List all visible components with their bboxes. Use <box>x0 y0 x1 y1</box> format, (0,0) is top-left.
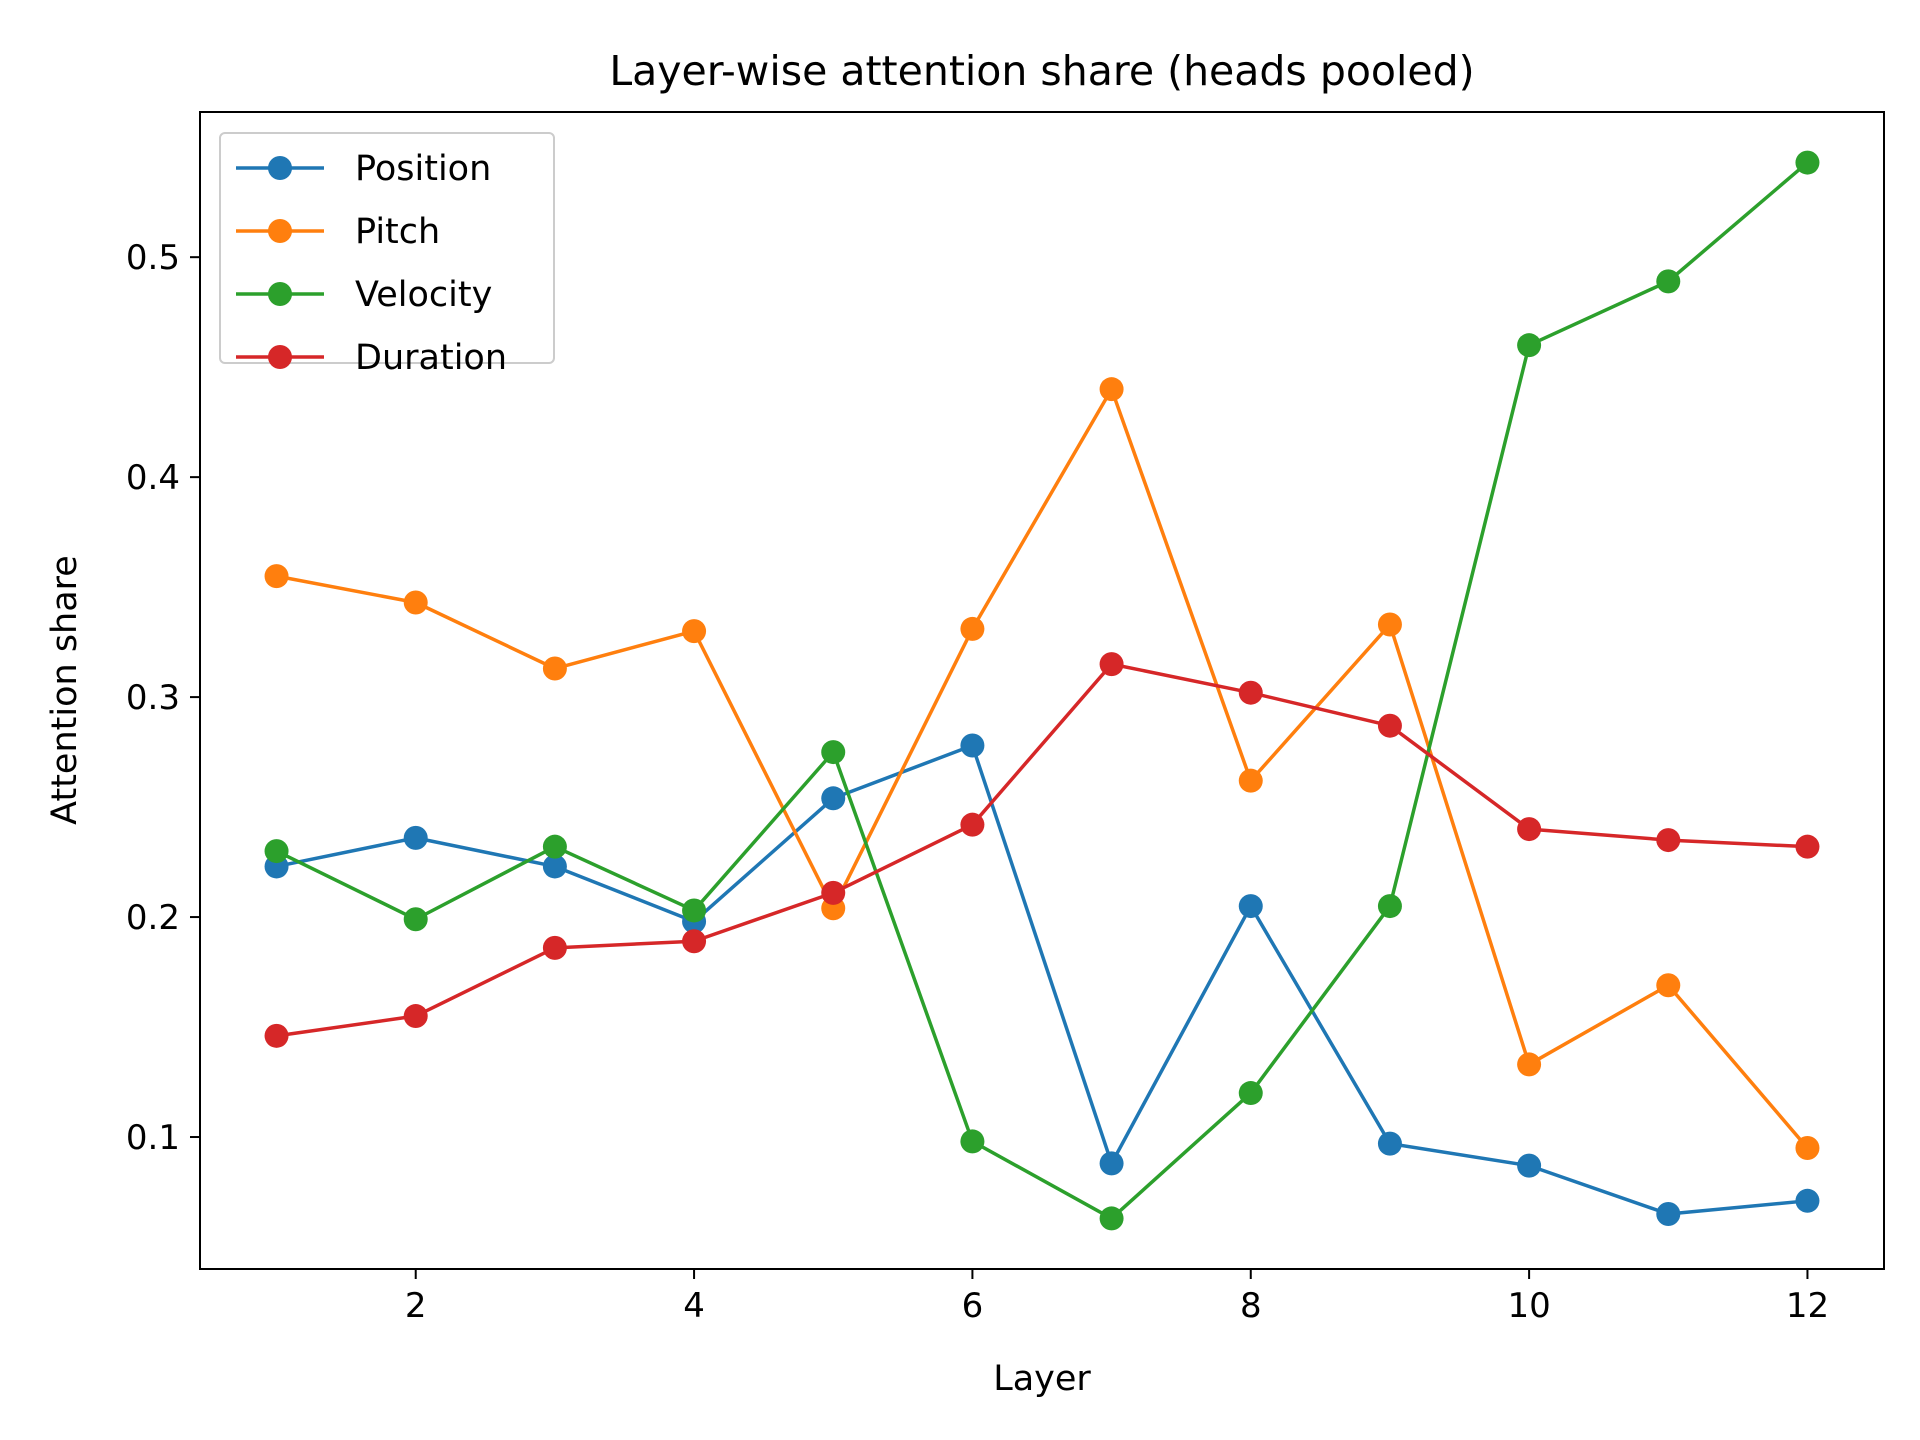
data-point-duration <box>1656 828 1681 853</box>
data-point-position <box>1656 1202 1681 1227</box>
legend-marker-pitch <box>268 219 292 243</box>
series-duration <box>264 652 1820 1048</box>
data-point-position <box>960 733 985 758</box>
y-tick-label: 0.2 <box>126 898 180 938</box>
data-point-pitch <box>960 616 985 641</box>
data-point-duration <box>542 935 567 960</box>
data-point-position <box>1377 1131 1402 1156</box>
x-tick-label: 6 <box>962 1286 984 1326</box>
data-point-pitch <box>1656 973 1681 998</box>
data-point-pitch <box>1099 377 1124 402</box>
series-line-velocity <box>275 161 1809 1221</box>
data-point-duration <box>1795 834 1820 859</box>
data-point-velocity <box>1377 894 1402 919</box>
data-point-pitch <box>542 656 567 681</box>
data-point-velocity <box>682 898 707 923</box>
data-point-duration <box>682 929 707 954</box>
data-point-velocity <box>1238 1081 1263 1106</box>
data-point-duration <box>403 1004 428 1029</box>
data-point-velocity <box>1656 269 1681 294</box>
data-point-duration <box>1238 680 1263 705</box>
series-velocity <box>264 150 1820 1231</box>
data-point-velocity <box>821 740 846 765</box>
data-point-duration <box>1099 652 1124 677</box>
y-tick-label: 0.3 <box>126 678 180 718</box>
x-tick-label: 4 <box>683 1286 705 1326</box>
x-tick-label: 12 <box>1786 1286 1829 1326</box>
x-axis: 2 4 6 8 10 12 <box>405 1269 1829 1326</box>
series-line-duration <box>276 662 1808 1038</box>
data-point-position <box>1517 1153 1542 1178</box>
data-point-duration <box>1517 817 1542 842</box>
series-layer <box>264 150 1820 1231</box>
data-point-pitch <box>1795 1136 1820 1161</box>
legend-label-position: Position <box>355 149 491 189</box>
legend-marker-velocity <box>268 282 292 306</box>
legend: Position Pitch Velocity Duration <box>219 132 555 378</box>
data-point-pitch <box>1377 612 1402 637</box>
legend-marker-position <box>268 156 292 180</box>
data-point-velocity <box>1795 150 1820 175</box>
data-point-velocity <box>1517 333 1542 358</box>
data-point-pitch <box>1238 768 1263 793</box>
data-point-duration <box>264 1023 289 1048</box>
series-line-pitch <box>276 387 1809 1150</box>
legend-marker-duration <box>268 345 292 369</box>
data-point-velocity <box>960 1129 985 1154</box>
legend-label-duration: Duration <box>355 338 507 378</box>
x-tick-label: 10 <box>1507 1286 1550 1326</box>
x-tick-label: 2 <box>405 1286 427 1326</box>
data-point-duration <box>960 812 985 837</box>
data-point-position <box>1795 1188 1820 1213</box>
data-point-velocity <box>1099 1206 1124 1231</box>
data-point-velocity <box>542 834 567 859</box>
data-point-velocity <box>403 907 428 932</box>
y-tick-label: 0.4 <box>126 458 180 498</box>
data-point-duration <box>1377 713 1402 738</box>
legend-box <box>219 132 555 364</box>
data-point-pitch <box>1517 1052 1542 1077</box>
data-point-velocity <box>264 839 289 864</box>
data-point-position <box>1099 1151 1124 1176</box>
plot-area <box>199 111 1885 1270</box>
legend-entries: Position Pitch Velocity Duration <box>236 149 507 378</box>
data-point-position <box>1238 894 1263 919</box>
data-point-pitch <box>403 590 428 615</box>
data-point-pitch <box>682 619 707 644</box>
legend-label-velocity: Velocity <box>355 275 492 315</box>
data-point-pitch <box>264 564 289 589</box>
y-tick-label: 0.1 <box>126 1118 180 1158</box>
plot-frame <box>199 111 1885 1270</box>
y-axis: 0.1 0.2 0.3 0.4 0.5 <box>126 238 200 1158</box>
x-tick-label: 8 <box>1240 1286 1262 1326</box>
data-point-duration <box>821 880 846 905</box>
legend-label-pitch: Pitch <box>355 212 440 252</box>
series-pitch <box>264 377 1820 1161</box>
data-point-position <box>403 825 428 850</box>
x-axis-label: Layer <box>993 1359 1091 1399</box>
y-axis-label: Attention share <box>45 555 85 825</box>
chart-title: Layer-wise attention share (heads pooled… <box>609 47 1474 95</box>
data-point-position <box>542 854 567 879</box>
series-position <box>264 733 1820 1227</box>
y-tick-label: 0.5 <box>126 238 180 278</box>
data-point-position <box>821 786 846 811</box>
series-line-position <box>276 743 1808 1216</box>
